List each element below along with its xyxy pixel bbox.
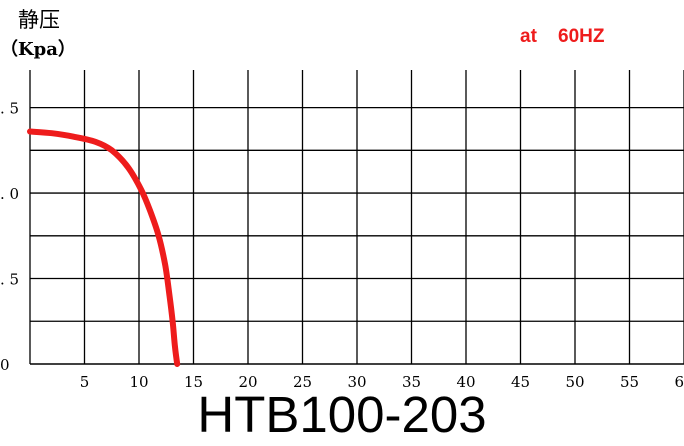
x-tick-label: 45 bbox=[511, 373, 530, 391]
y-tick-label: . 0 bbox=[0, 185, 19, 203]
x-tick-label: 35 bbox=[402, 373, 421, 391]
y-axis-label-name: 静压 bbox=[18, 8, 60, 32]
x-tick-label: 50 bbox=[565, 373, 584, 391]
x-tick-labels: 5 10 15 20 25 30 35 40 45 50 55 60 bbox=[80, 373, 684, 391]
chart-subtitle: at 60HZ bbox=[520, 26, 605, 47]
pressure-curve bbox=[27, 128, 181, 367]
x-tick-label: 15 bbox=[184, 373, 203, 391]
y-tick-labels: . 5 . 0 . 5 0 bbox=[0, 100, 19, 374]
y-tick-label: . 5 bbox=[0, 271, 19, 289]
x-tick-label: 40 bbox=[456, 373, 475, 391]
x-tick-label: 60 bbox=[674, 373, 684, 391]
x-tick-label: 30 bbox=[347, 373, 366, 391]
y-tick-label: 0 bbox=[0, 356, 10, 374]
x-tick-label: 20 bbox=[238, 373, 257, 391]
chart-title: HTB100-203 bbox=[197, 386, 486, 443]
x-tick-label: 25 bbox=[293, 373, 312, 391]
x-tick-label: 55 bbox=[620, 373, 639, 391]
grid bbox=[29, 70, 684, 365]
x-tick-label: 10 bbox=[129, 373, 148, 391]
x-tick-label: 5 bbox=[80, 373, 90, 391]
y-tick-label: . 5 bbox=[0, 100, 19, 118]
y-axis-label-unit: （Kpa） bbox=[0, 39, 76, 60]
